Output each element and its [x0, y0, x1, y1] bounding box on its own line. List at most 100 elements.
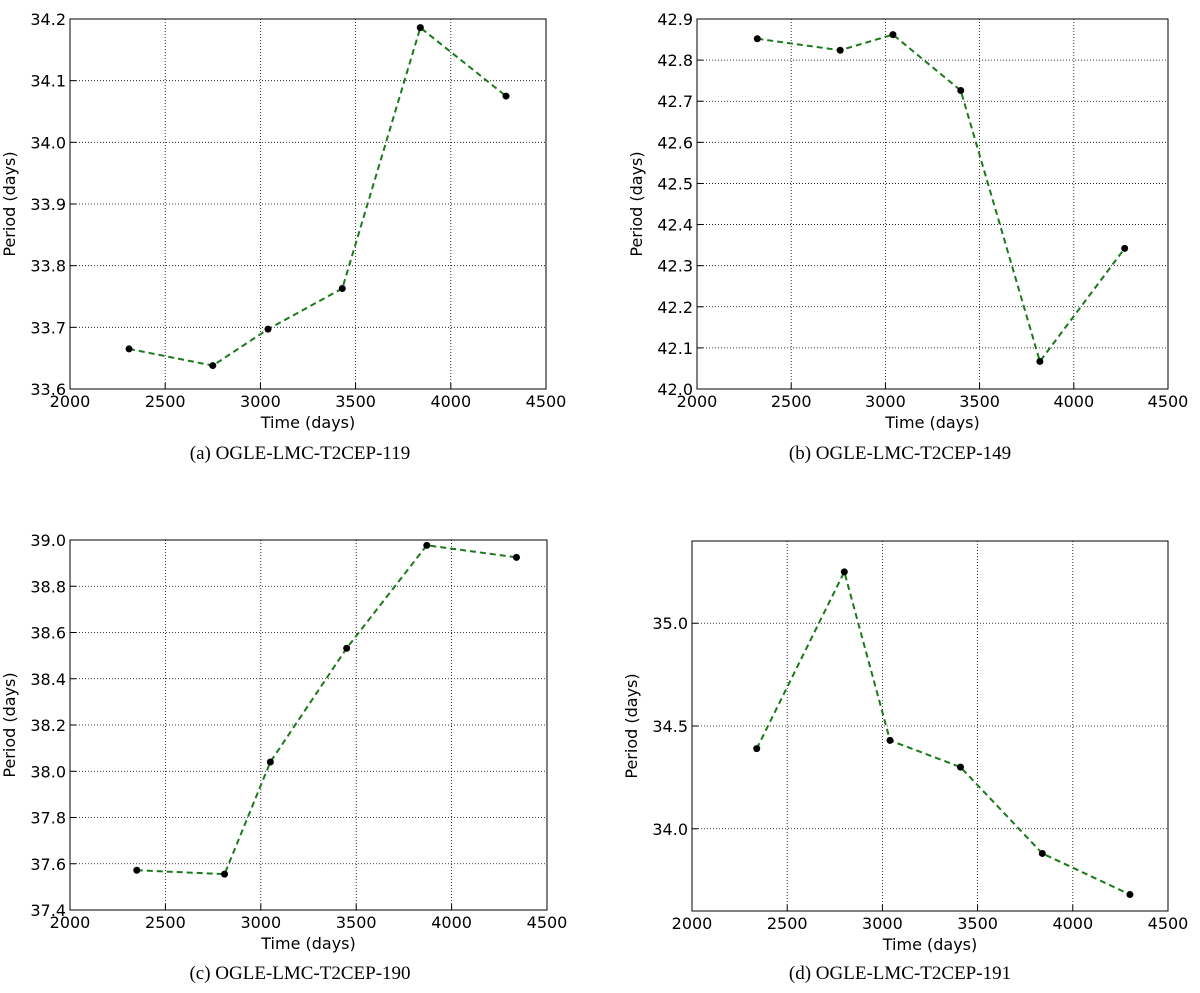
x-tick-label: 4500: [1148, 914, 1189, 933]
x-axis-label: Time (days): [884, 413, 980, 432]
y-tick-label: 34.0: [30, 133, 66, 152]
data-point: [512, 553, 520, 561]
panel-c: 2000 2500 3000 3500 4000 4500 37.4 37.6 37.8 38.0…: [0, 520, 600, 993]
data-point: [753, 35, 761, 43]
panel-a: 2000 2500 3000 3500 4000 4500 33.6 33.7 33.8 33.9…: [0, 0, 600, 480]
y-tick-label: 42.5: [657, 174, 693, 193]
series-line: [136, 544, 517, 876]
panel-b: 2000 2500 3000 3500 4000 4500 42.0 42.1 42.2 42.3…: [600, 0, 1200, 480]
y-tick-label: 42.7: [657, 92, 693, 111]
x-tick-label: 2500: [145, 913, 186, 932]
y-tick-label: 39.0: [30, 531, 66, 550]
x-tick-label: 3500: [336, 913, 377, 932]
x-tick-label: 2500: [767, 914, 808, 933]
y-tick-label: 33.6: [30, 380, 66, 399]
data-point: [209, 362, 217, 370]
data-point: [343, 644, 351, 652]
data-point: [338, 284, 346, 292]
plot-frame: [696, 18, 1169, 390]
caption-a: (a) OGLE-LMC-T2CEP-119: [189, 443, 411, 464]
x-axis-label: Time (days): [260, 413, 356, 432]
data-point: [753, 745, 761, 753]
y-tick-label: 38.6: [30, 624, 66, 643]
data-point: [221, 870, 229, 878]
x-tick-label: 4500: [526, 392, 567, 411]
data-point: [889, 31, 897, 39]
data-point: [423, 541, 431, 549]
x-tick-label: 2000: [50, 392, 91, 411]
y-tick-label: 33.9: [30, 195, 66, 214]
y-tick-label: 38.2: [30, 716, 66, 735]
series-line: [757, 33, 1126, 364]
y-tick-label: 42.8: [657, 51, 693, 70]
y-tick-label: 34.0: [652, 820, 688, 839]
data-point: [957, 87, 965, 95]
data-point: [956, 763, 964, 771]
y-tick-label: 37.6: [30, 855, 66, 874]
x-tick-label: 2000: [50, 913, 91, 932]
y-axis-label: Period (days): [0, 672, 19, 777]
data-point: [1036, 357, 1044, 365]
y-axis-label: Period (days): [622, 673, 641, 778]
series-line: [128, 25, 507, 367]
y-tick-label: 38.0: [30, 762, 66, 781]
y-tick-label: 35.0: [652, 614, 688, 633]
data-point: [840, 568, 848, 576]
series-line: [755, 569, 1131, 896]
panel-d: 2000 2500 3000 3500 4000 4500 34.0 34.5 35.0 Time…: [600, 520, 1200, 993]
data-point: [264, 325, 272, 333]
y-tick-label: 37.8: [30, 809, 66, 828]
caption-c: (c) OGLE-LMC-T2CEP-190: [189, 963, 411, 984]
y-tick-label: 34.2: [30, 10, 66, 29]
x-tick-label: 3000: [240, 913, 281, 932]
y-tick-label: 33.8: [30, 257, 66, 276]
data-point: [886, 736, 894, 744]
x-tick-label: 4000: [430, 392, 471, 411]
x-tick-label: 4000: [1053, 392, 1094, 411]
x-tick-label: 3500: [335, 392, 376, 411]
data-point: [836, 46, 844, 54]
y-tick-label: 38.8: [30, 577, 66, 596]
chart-b: 2000 2500 3000 3500 4000 4500 42.0 42.1 42.2 42.3…: [627, 10, 1189, 432]
x-tick-label: 3500: [959, 392, 1000, 411]
y-tick-label: 34.5: [652, 717, 688, 736]
y-axis-label: Period (days): [627, 151, 646, 256]
chart-c: 2000 2500 3000 3500 4000 4500 37.4 37.6 37.8 38.0…: [0, 531, 568, 953]
caption-d: (d) OGLE-LMC-T2CEP-191: [788, 963, 1012, 984]
x-axis-label: Time (days): [260, 934, 356, 953]
data-point: [1121, 244, 1129, 252]
y-tick-label: 38.4: [30, 670, 66, 689]
x-tick-label: 4500: [527, 913, 568, 932]
data-point: [1038, 849, 1046, 857]
y-tick-label: 33.7: [30, 318, 66, 337]
data-point: [502, 92, 510, 100]
x-tick-label: 4500: [1148, 392, 1189, 411]
data-point: [266, 758, 274, 766]
y-tick-label: 37.4: [30, 901, 66, 920]
y-tick-label: 42.0: [657, 380, 693, 399]
x-tick-label: 2500: [145, 392, 186, 411]
y-tick-label: 42.6: [657, 133, 693, 152]
x-axis-label: Time (days): [882, 935, 978, 954]
y-tick-label: 42.2: [657, 298, 693, 317]
caption-b: (b) OGLE-LMC-T2CEP-149: [788, 443, 1012, 464]
x-tick-label: 2000: [677, 392, 718, 411]
x-tick-label: 3000: [862, 914, 903, 933]
x-tick-label: 4000: [1052, 914, 1093, 933]
y-tick-label: 42.1: [657, 339, 693, 358]
data-point: [416, 24, 424, 32]
x-tick-label: 3000: [865, 392, 906, 411]
x-tick-label: 3000: [240, 392, 281, 411]
x-tick-label: 3500: [957, 914, 998, 933]
plot-frame: [691, 540, 1169, 912]
x-tick-label: 2500: [771, 392, 812, 411]
y-axis-label: Period (days): [0, 151, 19, 256]
chart-d: 2000 2500 3000 3500 4000 4500 34.0 34.5 35.0 Time…: [622, 540, 1189, 954]
plot-frame: [69, 18, 547, 390]
plot-frame: [69, 539, 548, 911]
y-tick-label: 42.9: [657, 10, 693, 29]
x-tick-label: 2000: [672, 914, 713, 933]
chart-a: 2000 2500 3000 3500 4000 4500 33.6 33.7 33.8 33.9…: [0, 10, 567, 432]
y-tick-label: 42.3: [657, 257, 693, 276]
data-point: [1126, 891, 1134, 899]
